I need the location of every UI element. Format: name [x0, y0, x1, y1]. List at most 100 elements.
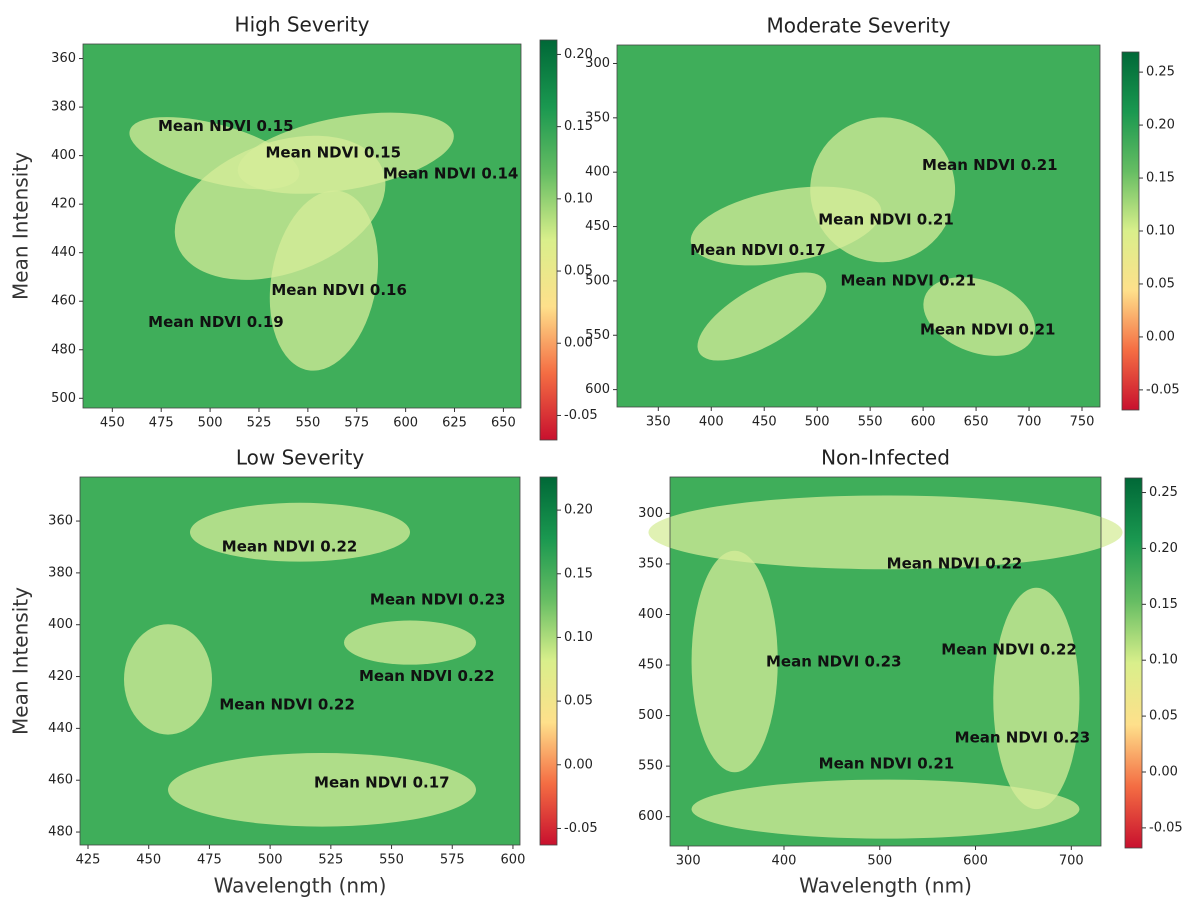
- x-tick-label: 600: [963, 854, 988, 869]
- leaf-region: [692, 780, 1080, 839]
- x-tick-label: 475: [149, 416, 174, 431]
- colorbar: [540, 477, 557, 845]
- y-tick-label: 440: [51, 245, 76, 260]
- x-tick-label: 600: [501, 853, 526, 868]
- colorbar-tick-label: 0.15: [1149, 597, 1178, 612]
- y-tick-label: 380: [51, 100, 76, 115]
- colorbar-tick-label: 0.10: [564, 191, 593, 206]
- panel-title: Moderate Severity: [766, 14, 950, 38]
- colorbar: [1122, 52, 1139, 410]
- x-tick-label: 550: [379, 853, 404, 868]
- x-tick-label: 700: [1017, 415, 1042, 430]
- leaf-region: [344, 621, 476, 665]
- x-tick-label: 625: [442, 416, 467, 431]
- x-tick-label: 450: [752, 415, 777, 430]
- annotation: Mean NDVI 0.23: [955, 728, 1091, 746]
- x-axis-label: Wavelength (nm): [799, 874, 972, 898]
- colorbar-tick-label: -0.05: [564, 408, 598, 423]
- y-tick-label: 480: [48, 825, 73, 840]
- y-axis-label: Mean Intensity: [9, 587, 33, 735]
- y-tick-label: 450: [638, 658, 663, 673]
- panel-title: High Severity: [235, 13, 370, 37]
- panel: Moderate Severity 350 400 450 500 550 600 650 70…: [585, 14, 1179, 430]
- y-tick-label: 420: [48, 669, 73, 684]
- annotation: Mean NDVI 0.22: [222, 537, 358, 555]
- annotation: Mean NDVI 0.21: [818, 211, 954, 229]
- x-tick-label: 575: [344, 416, 369, 431]
- x-tick-label: 400: [772, 854, 797, 869]
- y-tick-label: 300: [585, 56, 610, 71]
- colorbar-tick-label: 0.00: [1149, 764, 1178, 779]
- y-tick-label: 300: [638, 506, 663, 521]
- colorbar-tick-label: 0.10: [1146, 224, 1175, 239]
- colorbar: [1125, 478, 1142, 848]
- colorbar-tick-label: 0.15: [564, 566, 593, 581]
- y-tick-label: 480: [51, 342, 76, 357]
- x-tick-label: 650: [964, 415, 989, 430]
- y-tick-label: 600: [585, 382, 610, 397]
- colorbar-tick-label: -0.05: [1149, 820, 1183, 835]
- x-tick-label: 475: [197, 853, 222, 868]
- y-tick-label: 360: [48, 514, 73, 529]
- y-axis-label: Mean Intensity: [9, 152, 33, 300]
- y-tick-label: 400: [638, 607, 663, 622]
- colorbar-tick-label: -0.05: [564, 821, 598, 836]
- x-axis-label: Wavelength (nm): [214, 874, 387, 898]
- colorbar: [540, 40, 557, 440]
- y-tick-label: 400: [48, 617, 73, 632]
- x-tick-label: 750: [1070, 415, 1095, 430]
- colorbar-tick-label: 0.20: [1146, 118, 1175, 133]
- x-tick-label: 450: [100, 416, 125, 431]
- colorbar-tick-label: 0.05: [564, 694, 593, 709]
- y-tick-label: 500: [585, 273, 610, 288]
- x-tick-label: 575: [440, 853, 465, 868]
- y-tick-label: 460: [48, 773, 73, 788]
- colorbar-tick-label: 0.00: [564, 757, 593, 772]
- x-tick-label: 500: [198, 416, 223, 431]
- leaf-region: [124, 624, 212, 734]
- panel-title: Non-Infected: [821, 446, 950, 470]
- leaf-region: [993, 588, 1079, 809]
- x-tick-label: 650: [491, 416, 516, 431]
- figure: High Severity 450 475 500 525 550 575 600 625 650…: [0, 0, 1190, 907]
- annotation: Mean NDVI 0.17: [314, 773, 450, 791]
- annotation: Mean NDVI 0.17: [690, 241, 826, 259]
- y-tick-label: 360: [51, 51, 76, 66]
- y-tick-label: 420: [51, 197, 76, 212]
- annotation: Mean NDVI 0.22: [941, 640, 1077, 658]
- colorbar-tick-label: 0.10: [1149, 653, 1178, 668]
- y-tick-label: 400: [51, 148, 76, 163]
- y-tick-label: 600: [638, 809, 663, 824]
- annotation: Mean NDVI 0.22: [887, 554, 1023, 572]
- x-tick-label: 350: [646, 415, 671, 430]
- colorbar-tick-label: 0.05: [1149, 709, 1178, 724]
- annotation: Mean NDVI 0.21: [841, 271, 977, 289]
- annotation: Mean NDVI 0.21: [920, 320, 1056, 338]
- x-tick-label: 525: [318, 853, 343, 868]
- y-tick-label: 400: [585, 165, 610, 180]
- x-tick-label: 600: [911, 415, 936, 430]
- x-tick-label: 425: [76, 853, 101, 868]
- annotation: Mean NDVI 0.23: [370, 591, 506, 609]
- annotation: Mean NDVI 0.14: [383, 164, 519, 182]
- colorbar-tick-label: 0.05: [1146, 276, 1175, 291]
- y-tick-label: 450: [585, 219, 610, 234]
- leaf-region: [692, 551, 778, 772]
- colorbar-tick-label: 0.10: [564, 630, 593, 645]
- panel-title: Low Severity: [236, 446, 365, 470]
- annotation: Mean NDVI 0.19: [148, 313, 284, 331]
- colorbar-tick-label: 0.00: [1146, 329, 1175, 344]
- annotation: Mean NDVI 0.15: [266, 144, 402, 162]
- x-tick-label: 500: [805, 415, 830, 430]
- x-tick-label: 550: [295, 416, 320, 431]
- x-tick-label: 600: [393, 416, 418, 431]
- colorbar-tick-label: 0.20: [564, 503, 593, 518]
- x-tick-label: 400: [699, 415, 724, 430]
- colorbar-tick-label: 0.20: [1149, 541, 1178, 556]
- annotation: Mean NDVI 0.23: [766, 653, 902, 671]
- y-tick-label: 550: [585, 328, 610, 343]
- annotation: Mean NDVI 0.22: [359, 667, 495, 685]
- x-tick-label: 700: [1059, 854, 1084, 869]
